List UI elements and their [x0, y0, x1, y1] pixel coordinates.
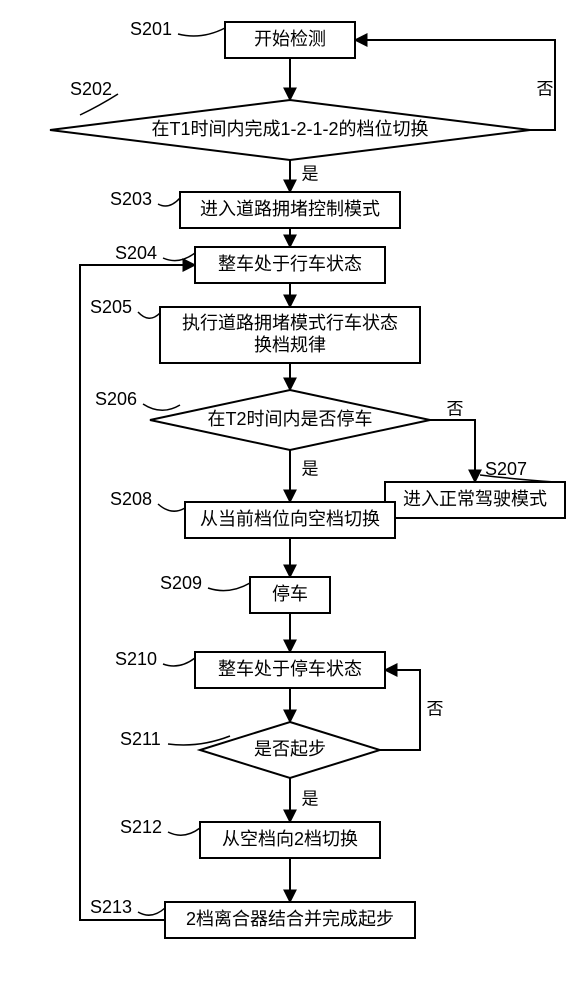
- edge-label: 是: [302, 164, 319, 183]
- node-label: 执行道路拥堵模式行车状态: [182, 313, 398, 333]
- step-leader: [163, 253, 195, 261]
- step-label-n213: S213: [90, 897, 132, 917]
- node-label: 2档离合器结合并完成起步: [186, 909, 394, 929]
- step-leader: [143, 404, 180, 410]
- node-label: 进入正常驾驶模式: [403, 489, 547, 509]
- node-n209: 停车: [250, 577, 330, 613]
- node-n211: 是否起步: [200, 722, 380, 778]
- step-leader: [163, 658, 195, 666]
- edge-label: 是: [302, 459, 319, 478]
- node-label: 进入道路拥堵控制模式: [200, 199, 380, 219]
- edge: [430, 420, 475, 482]
- node-n208: 从当前档位向空档切换: [185, 502, 395, 538]
- step-label-n210: S210: [115, 649, 157, 669]
- node-label: 在T2时间内是否停车: [207, 409, 372, 429]
- edge-label: 否: [447, 399, 464, 418]
- node-label: 整车处于停车状态: [218, 659, 362, 679]
- node-n206: 在T2时间内是否停车: [150, 390, 430, 450]
- edge-label: 否: [537, 79, 554, 98]
- node-label: 换档规律: [254, 335, 326, 355]
- node-label: 整车处于行车状态: [218, 254, 362, 274]
- step-label-n205: S205: [90, 297, 132, 317]
- step-leader: [178, 28, 225, 36]
- node-label: 从当前档位向空档切换: [200, 509, 380, 529]
- node-label: 是否起步: [254, 739, 326, 759]
- flowchart-canvas: 是否是否是否开始检测在T1时间内完成1-2-1-2的档位切换进入道路拥堵控制模式…: [0, 0, 576, 1000]
- node-label: 开始检测: [254, 29, 326, 49]
- step-leader: [208, 583, 250, 591]
- step-leader: [138, 312, 160, 318]
- node-label: 在T1时间内完成1-2-1-2的档位切换: [151, 119, 428, 139]
- edges-layer: 是否是否是否: [80, 40, 555, 920]
- node-n202: 在T1时间内完成1-2-1-2的档位切换: [50, 100, 530, 160]
- step-leader: [168, 828, 200, 835]
- step-label-n211: S211: [120, 729, 161, 749]
- step-label-n209: S209: [160, 573, 202, 593]
- step-label-n206: S206: [95, 389, 137, 409]
- node-n203: 进入道路拥堵控制模式: [180, 192, 400, 228]
- node-n212: 从空档向2档切换: [200, 822, 380, 858]
- node-n201: 开始检测: [225, 22, 355, 58]
- step-label-n201: S201: [130, 19, 172, 39]
- step-leader: [158, 198, 180, 206]
- node-label: 停车: [272, 584, 308, 604]
- step-leader: [138, 908, 165, 915]
- node-n210: 整车处于停车状态: [195, 652, 385, 688]
- node-n205: 执行道路拥堵模式行车状态换档规律: [160, 307, 420, 363]
- node-n204: 整车处于行车状态: [195, 247, 385, 283]
- step-label-n204: S204: [115, 243, 157, 263]
- node-n207: 进入正常驾驶模式: [385, 482, 565, 518]
- step-label-n208: S208: [110, 489, 152, 509]
- step-label-n212: S212: [120, 817, 162, 837]
- step-leader: [158, 504, 185, 511]
- node-n213: 2档离合器结合并完成起步: [165, 902, 415, 938]
- step-label-n202: S202: [70, 79, 112, 99]
- edge-label: 否: [427, 699, 444, 718]
- node-label: 从空档向2档切换: [222, 829, 358, 849]
- edge-label: 是: [302, 789, 319, 808]
- step-label-n203: S203: [110, 189, 152, 209]
